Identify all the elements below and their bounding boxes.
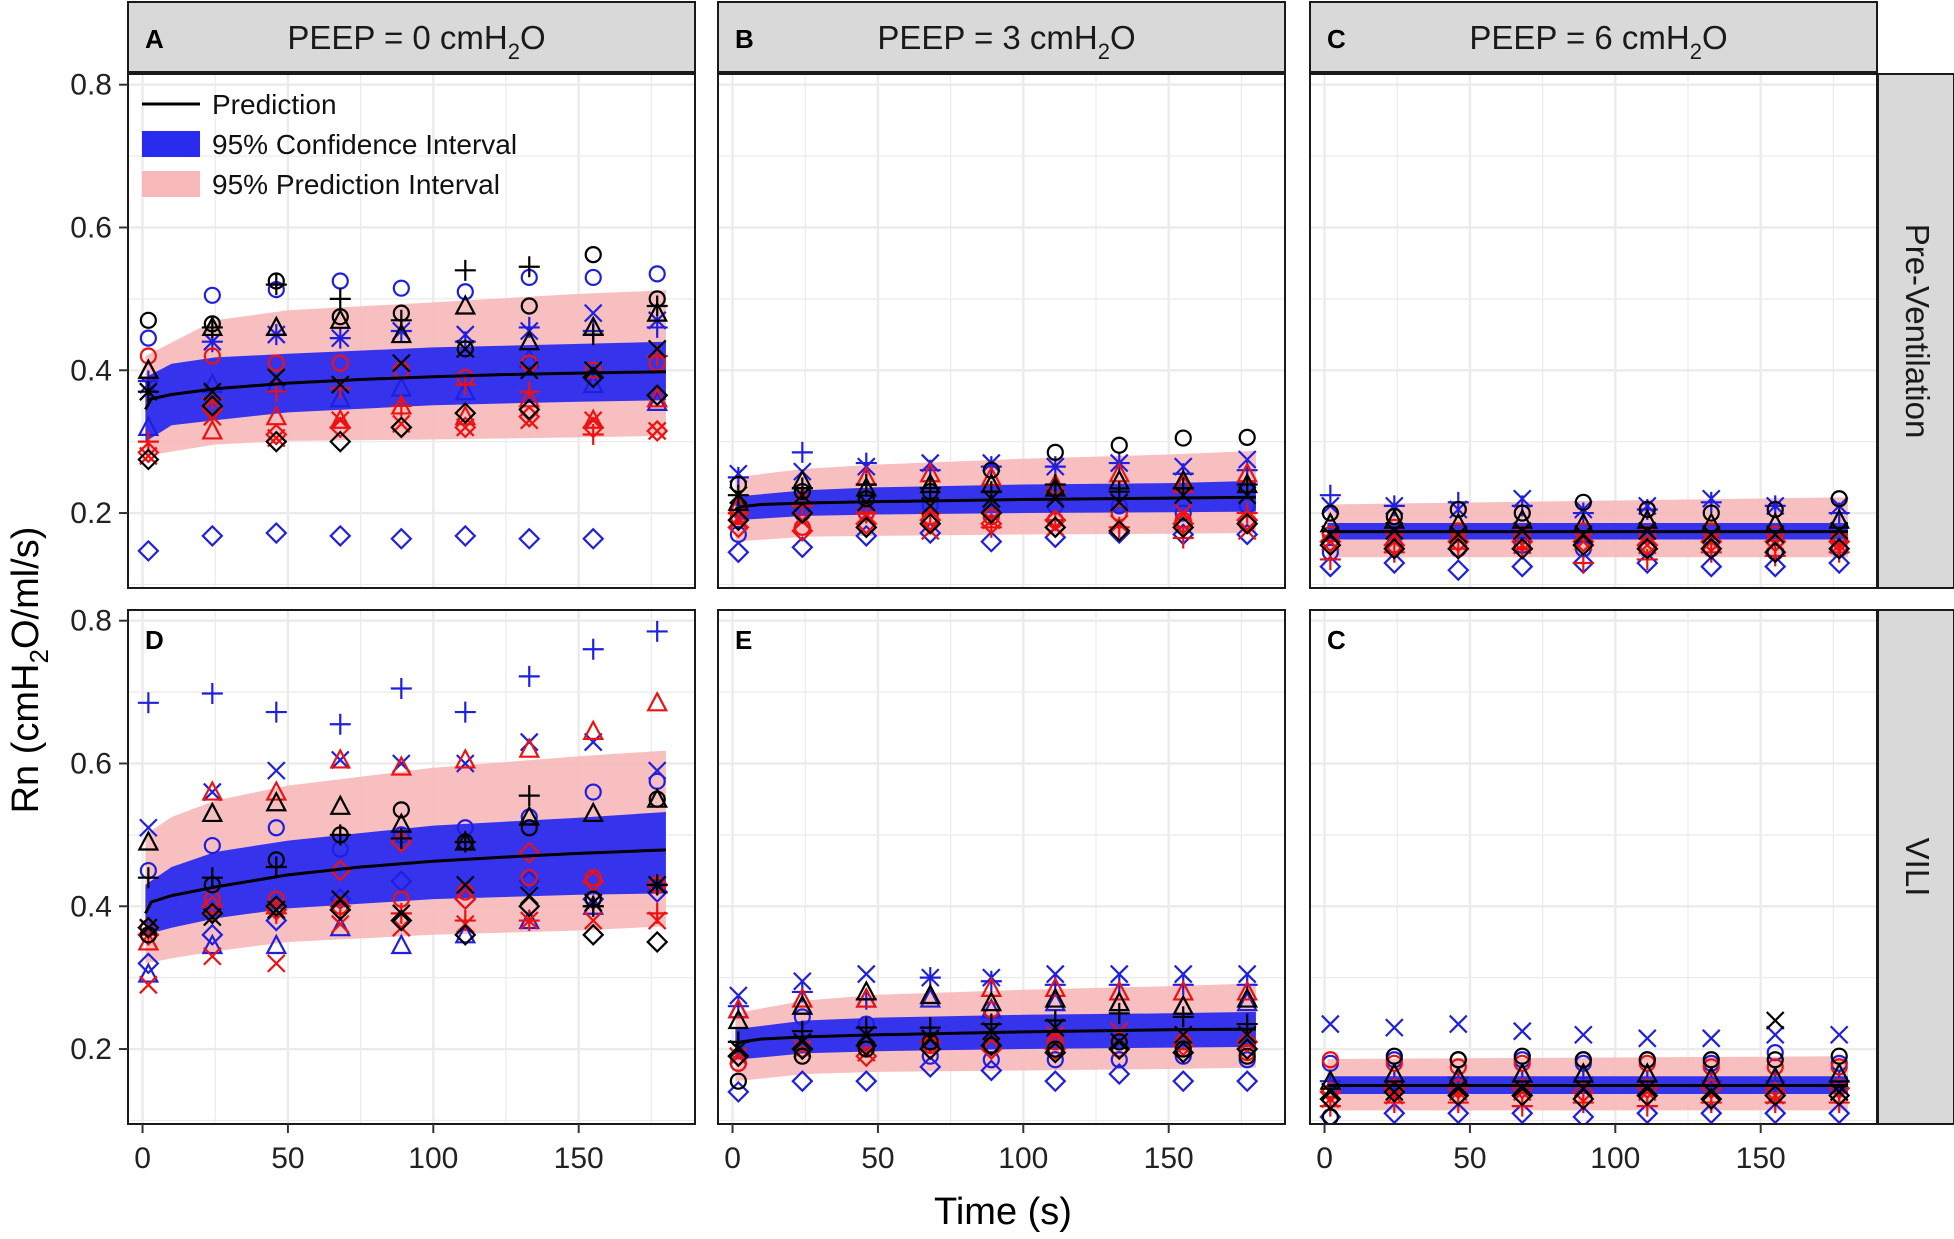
x-tick-label: 0: [724, 1142, 741, 1175]
y-axis-row-1: 0.2 0.4 0.6 0.8: [70, 69, 128, 530]
x-axis-col-3: 0 50 100 150: [1316, 1124, 1786, 1175]
legend-label: 95% Confidence Interval: [212, 129, 517, 160]
x-tick-label: 50: [861, 1142, 894, 1175]
x-axis-title: Time (s): [934, 1191, 1072, 1233]
panel-letter: A: [145, 24, 164, 54]
x-axis-col-1: 0 50 100 150: [134, 1124, 604, 1175]
panel-letter: C: [1327, 24, 1346, 54]
x-tick-label: 100: [998, 1142, 1048, 1175]
y-tick-label: 0.2: [70, 1033, 112, 1066]
panel-c-1-2: C: [1310, 610, 1877, 1126]
strip-label-subscript: 2: [508, 39, 520, 64]
panel-a-0-0: Prediction 95% Confidence Interval 95% Pre…: [128, 74, 695, 588]
panel-background: [1310, 610, 1877, 1124]
y-tick-label: 0.8: [70, 605, 112, 638]
column-strip-3: C PEEP = 6 cmH2O: [1310, 2, 1877, 72]
legend-label: 95% Prediction Interval: [212, 169, 500, 200]
y-tick-label: 0.8: [70, 69, 112, 102]
strip-label-main: PEEP = 0 cmH: [287, 19, 507, 56]
strip-label-subscript: 2: [1690, 39, 1702, 64]
y-tick-label: 0.2: [70, 497, 112, 530]
y-axis-title-tail: O/ml/s): [5, 527, 47, 649]
row-strip-1: Pre-Ventilation: [1878, 74, 1954, 588]
panel-letter: E: [735, 625, 752, 655]
x-tick-label: 50: [1453, 1142, 1486, 1175]
x-tick-label: 150: [1736, 1142, 1786, 1175]
x-tick-label: 0: [134, 1142, 151, 1175]
panel-d-1-0: D: [128, 610, 695, 1124]
panel-letter: C: [1327, 625, 1346, 655]
y-axis-title: Rn (cmH2O/ml/s): [5, 527, 54, 814]
strip-label-tail: O: [1110, 19, 1136, 56]
y-tick-label: 0.6: [70, 211, 112, 244]
legend-key-band: [142, 131, 200, 157]
strip-label-main: PEEP = 3 cmH: [877, 19, 1097, 56]
strip-label-tail: O: [520, 19, 546, 56]
column-strip-2: B PEEP = 3 cmH2O: [718, 2, 1285, 72]
strip-label-tail: O: [1702, 19, 1728, 56]
x-tick-label: 50: [271, 1142, 304, 1175]
x-axis-col-2: 0 50 100 150: [724, 1124, 1194, 1175]
panel-b-0-1: [718, 74, 1285, 588]
x-tick-label: 0: [1316, 1142, 1333, 1175]
faceted-scatter-chart: Prediction 95% Confidence Interval 95% Pre…: [0, 0, 1954, 1239]
panel-letter: D: [145, 625, 164, 655]
panel-letter: B: [735, 24, 754, 54]
y-axis-title-subscript: 2: [24, 649, 54, 663]
legend-key-band: [142, 171, 200, 197]
strip-label-subscript: 2: [1098, 39, 1110, 64]
y-tick-label: 0.4: [70, 890, 112, 923]
row-strip-2: VILI: [1878, 610, 1954, 1124]
y-tick-label: 0.4: [70, 354, 112, 387]
legend-label: Prediction: [212, 89, 337, 120]
y-axis-row-2: 0.2 0.4 0.6 0.8: [70, 605, 128, 1066]
strip-label: VILI: [1899, 838, 1936, 897]
x-tick-label: 100: [1590, 1142, 1640, 1175]
panels-layer: Prediction 95% Confidence Interval 95% Pre…: [128, 74, 1877, 1126]
column-strip-1: A PEEP = 0 cmH2O: [128, 2, 695, 72]
panel-e-1-1: E: [718, 610, 1285, 1124]
strip-label-main: PEEP = 6 cmH: [1469, 19, 1689, 56]
panel-c-0-2: [1310, 74, 1877, 588]
y-axis-title-main: Rn (cmH: [5, 664, 47, 814]
strip-label: Pre-Ventilation: [1899, 224, 1936, 439]
x-tick-label: 100: [408, 1142, 458, 1175]
x-tick-label: 150: [1144, 1142, 1194, 1175]
y-tick-label: 0.6: [70, 747, 112, 780]
x-tick-label: 150: [554, 1142, 604, 1175]
